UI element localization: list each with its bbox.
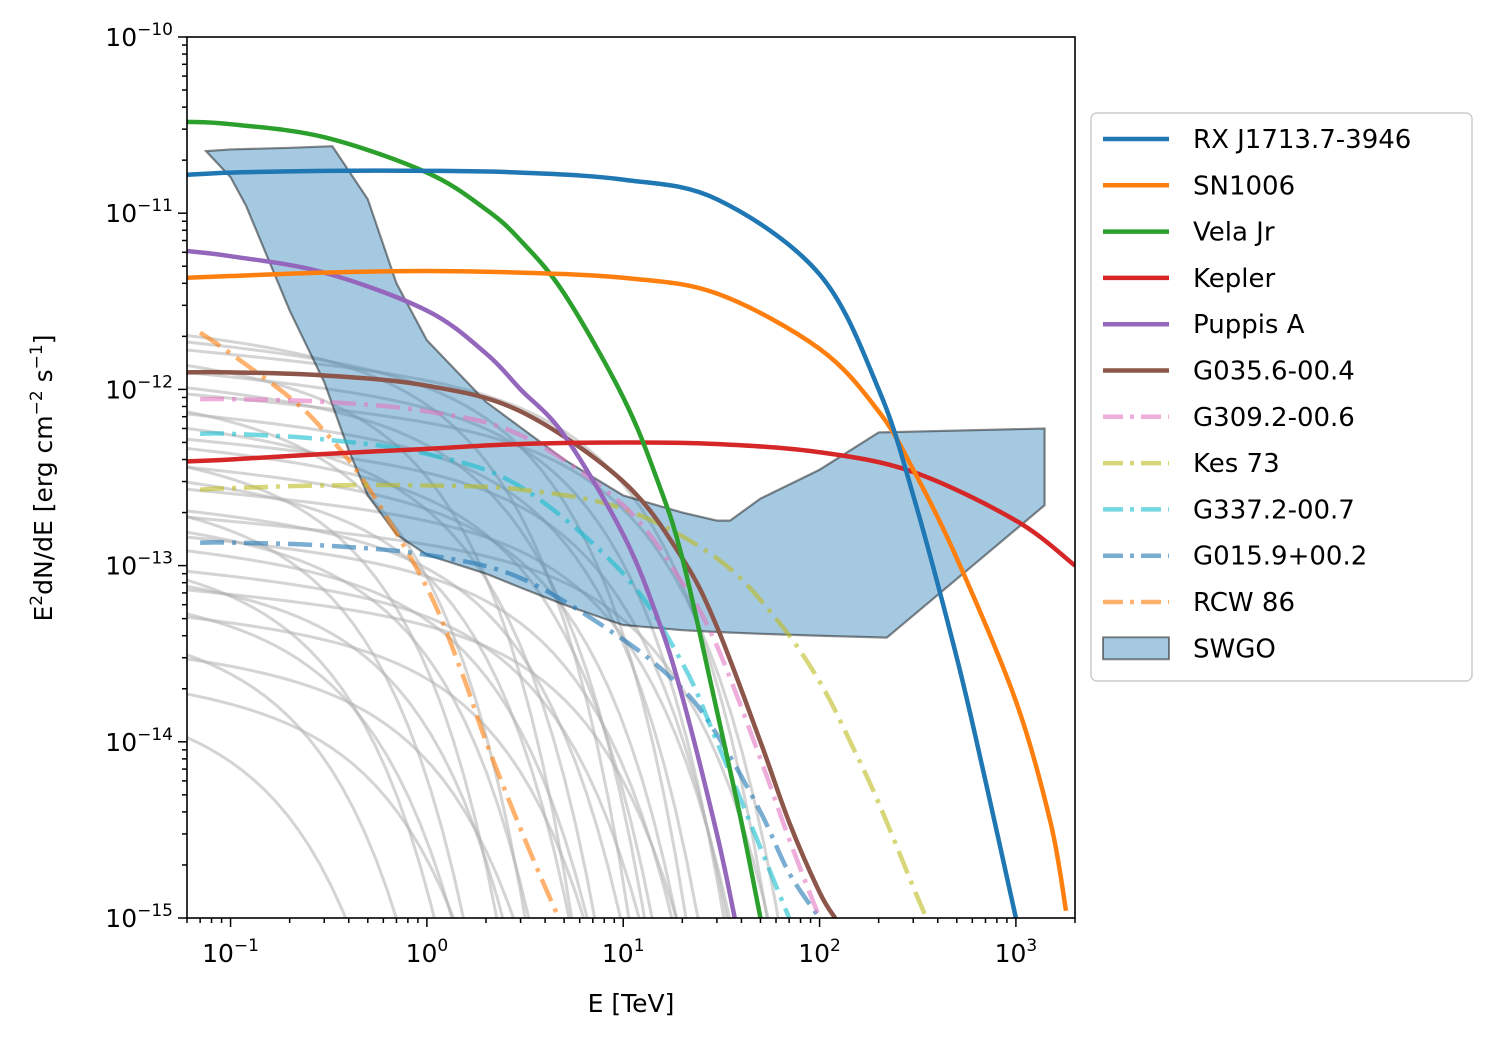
x-tick-exp: 3 <box>1026 936 1037 956</box>
series-layer <box>187 119 1075 918</box>
x-tick-label-3: 102 <box>798 936 841 968</box>
legend-label-9: G015.9+00.2 <box>1193 542 1367 572</box>
legend: RX J1713.7-3946 SN1006 Vela Jr Kepler Puppis… <box>1090 112 1473 682</box>
series-line-0 <box>187 168 1019 918</box>
legend-label-6: G309.2-00.6 <box>1193 403 1355 433</box>
y-tick-label-4: 10−11 <box>105 196 173 228</box>
y-tick-label-1: 10−14 <box>105 725 173 757</box>
y-label-end: ] <box>29 335 58 345</box>
x-tick-label-2: 101 <box>602 936 645 968</box>
legend-swatch-swgo <box>1102 636 1170 661</box>
x-tick-label-4: 103 <box>995 936 1038 968</box>
x-tick-exp: 0 <box>437 936 448 956</box>
y-tick-exp: −12 <box>137 372 173 392</box>
plot-frame <box>186 36 1076 919</box>
gray-curve-27 <box>187 615 586 918</box>
y-tick-exp: −15 <box>137 901 173 921</box>
y-tick-base: 10 <box>105 728 137 757</box>
y-tick-exp: −10 <box>137 20 173 40</box>
x-tick-exp: 2 <box>830 936 841 956</box>
x-tick-base: 10 <box>995 939 1027 968</box>
series-line-7 <box>200 482 929 918</box>
gray-curve-29 <box>187 657 515 918</box>
legend-items: RX J1713.7-3946 SN1006 Vela Jr Kepler Puppis… <box>1102 125 1411 664</box>
gray-curve-21 <box>187 549 589 918</box>
y-label-base: E <box>29 606 58 622</box>
gray-curve-14 <box>187 480 571 918</box>
legend-label-swgo: SWGO <box>1193 634 1276 664</box>
legend-label-8: G337.2-00.7 <box>1193 495 1355 525</box>
x-tick-base: 10 <box>602 939 634 968</box>
y-label-sup1: 2 <box>27 595 47 606</box>
series-line-6 <box>200 396 822 918</box>
gray-curve-16 <box>187 515 465 918</box>
gray-curve-28 <box>187 653 398 918</box>
x-tick-base: 10 <box>406 939 438 968</box>
y-tick-base: 10 <box>105 199 137 228</box>
gray-curve-26 <box>187 612 454 918</box>
gray-curve-13 <box>187 465 678 918</box>
legend-label-1: SN1006 <box>1193 171 1295 201</box>
y-tick-exp: −14 <box>137 725 173 745</box>
gray-curve-31 <box>187 736 348 918</box>
series-line-2 <box>187 119 763 918</box>
series-line-3 <box>187 440 1075 568</box>
y-tick-exp: −13 <box>137 549 173 569</box>
gray-curve-0 <box>187 334 631 918</box>
series-line-8 <box>200 431 792 918</box>
legend-label-4: Puppis A <box>1193 310 1305 340</box>
swgo-band-layer <box>203 145 1046 639</box>
y-tick-base: 10 <box>105 375 137 404</box>
x-tick-label-1: 100 <box>406 936 449 968</box>
y-tick-label-3: 10−12 <box>105 372 173 404</box>
y-axis-label: E2dN/dE [erg cm−2 s−1] <box>27 335 58 622</box>
y-tick-label-0: 10−15 <box>105 901 173 933</box>
series-line-1 <box>187 268 1069 912</box>
legend-label-7: Kes 73 <box>1193 449 1280 479</box>
legend-label-5: G035.6-00.4 <box>1193 357 1355 387</box>
x-axis: 10−1 100 101 102 103 <box>186 918 1076 968</box>
x-tick-exp: 1 <box>634 936 645 956</box>
series-line-9 <box>200 540 822 918</box>
gray-curve-4 <box>187 370 726 918</box>
legend-label-0: RX J1713.7-3946 <box>1193 125 1411 155</box>
y-tick-exp: −11 <box>137 196 173 216</box>
gray-curve-23 <box>187 569 641 918</box>
x-tick-label-0: 10−1 <box>202 936 259 968</box>
gray-curve-2 <box>187 348 769 918</box>
gray-curve-20 <box>187 535 674 918</box>
gray-curve-1 <box>187 340 688 918</box>
legend-label-3: Kepler <box>1193 264 1275 294</box>
x-tick-exp: −1 <box>234 936 259 956</box>
y-label-sup2: −2 <box>27 390 47 415</box>
y-label-sup3: −1 <box>27 344 47 369</box>
gray-curve-30 <box>187 692 456 918</box>
swgo-band <box>203 145 1046 639</box>
y-tick-base: 10 <box>105 552 137 581</box>
y-tick-base: 10 <box>105 904 137 933</box>
x-axis-label: E [TeV] <box>588 989 675 1018</box>
gray-curve-8 <box>187 412 700 918</box>
series-line-10 <box>198 330 561 918</box>
y-tick-label-5: 10−10 <box>105 20 173 52</box>
gray-curve-9 <box>187 426 597 918</box>
x-tick-base: 10 <box>798 939 830 968</box>
legend-frame <box>1090 112 1473 682</box>
legend-label-2: Vela Jr <box>1193 218 1275 248</box>
y-tick-label-2: 10−13 <box>105 549 173 581</box>
y-tick-base: 10 <box>105 23 137 52</box>
x-tick-base: 10 <box>202 939 234 968</box>
plot-area <box>187 119 1075 918</box>
gray-curve-12 <box>187 465 499 918</box>
legend-label-10: RCW 86 <box>1193 588 1295 618</box>
y-label-mid: dN/dE [erg cm <box>29 415 58 595</box>
gray-curve-25 <box>187 588 678 918</box>
gray-curve-18 <box>187 515 770 918</box>
series-line-5 <box>187 369 838 918</box>
gray-curve-15 <box>187 487 732 918</box>
y-label-mid2: s <box>29 369 58 390</box>
